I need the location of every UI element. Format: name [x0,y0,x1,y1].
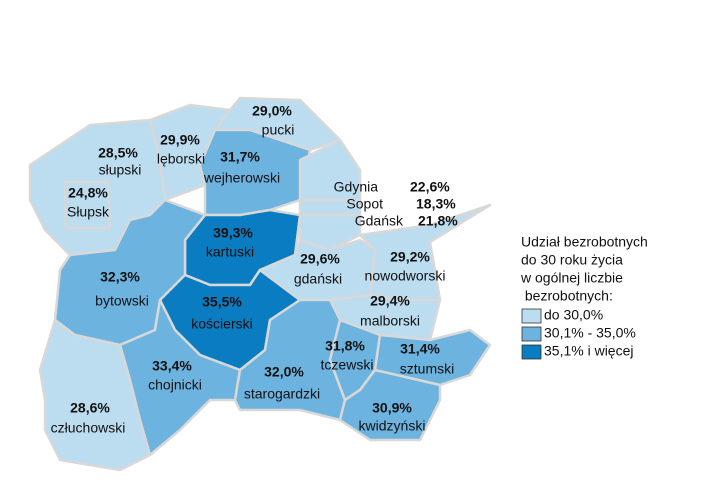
region-name: nowodworski [365,268,446,284]
legend-swatch [521,308,542,324]
region-value: 35,5% [202,294,242,310]
region-value: 29,0% [252,103,292,119]
region-name: sztumski [400,361,454,377]
legend-title: bezrobotnych: [521,288,613,304]
regions [28,96,492,472]
region-name: chojnicki [148,377,202,393]
region-value: 32,3% [100,269,140,285]
legend-label: 30,1% - 35,0% [544,325,636,341]
legend-title: w ogólnej liczbie [520,270,623,286]
region-name: kwidzyński [359,418,426,434]
region-value: 28,5% [98,145,138,161]
region-name: starogardzki [244,386,320,402]
region-name: pucki [262,122,295,138]
region-name: tczewski [321,357,374,373]
region-value: 29,2% [390,249,430,265]
legend-swatch [521,344,542,360]
region [338,368,442,442]
region-name: Słupsk [67,204,110,220]
region-value: 29,9% [160,132,200,148]
region-value: 39,3% [213,225,253,241]
region-name: Gdańsk [355,213,404,229]
region-name: lęborski [157,151,205,167]
region [298,138,362,202]
region-name: człuchowski [51,420,126,436]
region-value: 29,4% [370,293,410,309]
region-name: kartuski [206,244,254,260]
region-name: słupski [99,162,142,178]
region-value: 21,8% [418,213,458,229]
region-value: 31,8% [325,338,365,354]
legend-label: do 30,0% [544,307,603,323]
region [63,180,112,230]
region-value: 22,6% [410,179,450,195]
region-value: 31,7% [220,149,260,165]
region-name: kościerski [191,316,252,332]
region-value: 31,4% [400,341,440,357]
legend-swatch [521,326,542,342]
region-name: gdański [294,271,342,287]
region-value: 32,0% [264,364,304,380]
region [38,318,152,472]
region-name: Gdynia [334,179,379,195]
region [298,213,362,252]
region-value: 33,4% [152,358,192,374]
region-value: 29,6% [300,251,340,267]
region-value: 18,3% [416,196,456,212]
legend-label: 35,1% i więcej [544,343,634,359]
region-name: bytowski [95,293,149,309]
region-name: wejherowski [203,170,280,186]
region-value: 24,8% [68,185,108,201]
legend-title: do 30 roku życia [521,252,623,268]
region-value: 30,9% [372,400,412,416]
region-name: Sopot [346,196,383,212]
region-name: malborski [360,313,420,329]
legend-title: Udział bezrobotnych [521,234,648,250]
region-value: 28,6% [70,400,110,416]
